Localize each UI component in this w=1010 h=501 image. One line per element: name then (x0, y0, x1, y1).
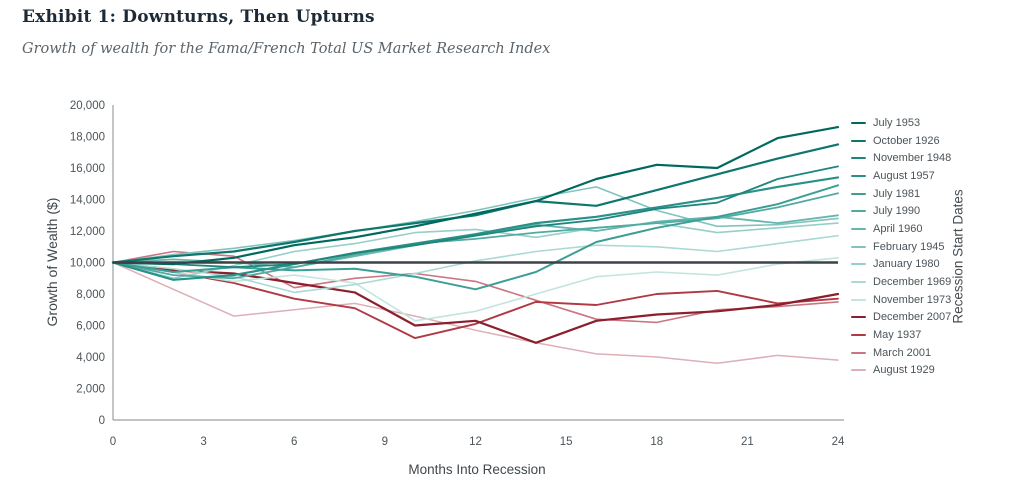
legend: July 1953 October 1926 November 1948 August… (851, 114, 951, 379)
series-line-may-1937 (112, 261, 839, 340)
series-line-august-1929 (112, 261, 839, 365)
legend-item-november-1948: November 1948 (851, 149, 951, 167)
legend-label: July 1953 (873, 116, 921, 129)
legend-label: April 1960 (873, 222, 923, 235)
legend-dash-icon (851, 298, 866, 301)
legend-label: December 1969 (873, 276, 952, 289)
y-tick-label: 4,000 (76, 352, 105, 364)
legend-item-july-1953: July 1953 (851, 114, 951, 132)
legend-dash-icon (851, 351, 866, 354)
y-tick-label: 0 (99, 415, 105, 427)
legend-label: August 1957 (873, 169, 935, 182)
y-tick-label: 16,000 (70, 163, 105, 175)
x-tick-label: 9 (382, 436, 388, 448)
legend-dash-icon (851, 227, 866, 230)
legend-item-december-2007: December 2007 (851, 309, 951, 327)
legend-dash-icon (851, 210, 866, 213)
legend-dash-icon (851, 157, 866, 160)
legend-item-august-1929: August 1929 (851, 362, 951, 380)
series-line-november-1948 (112, 165, 839, 269)
legend-dash-icon (851, 369, 866, 372)
legend-label: January 1980 (873, 258, 940, 271)
legend-dash-icon (851, 192, 866, 195)
x-tick-label: 3 (200, 436, 206, 448)
legend-label: July 1990 (873, 205, 921, 218)
exhibit-title: Exhibit 1: Downturns, Then Upturns (22, 7, 375, 27)
legend-label: November 1948 (873, 152, 952, 165)
legend-label: May 1937 (873, 329, 922, 342)
series-line-december-2007 (111, 261, 840, 344)
legend-dash-icon (851, 263, 866, 266)
x-tick-label: 18 (650, 436, 663, 448)
legend-axis-title: Recession Start Dates (950, 189, 966, 324)
exhibit-subtitle: Growth of wealth for the Fama/French Tot… (22, 41, 551, 57)
legend-dash-icon (851, 139, 866, 142)
x-axis-title: Months Into Recession (408, 462, 546, 477)
y-tick-label: 12,000 (70, 226, 105, 238)
legend-item-february-1945: February 1945 (851, 238, 951, 256)
x-tick-label: 15 (560, 436, 573, 448)
legend-item-november-1973: November 1973 (851, 291, 951, 309)
y-axis-title: Growth of Wealth ($) (44, 197, 60, 327)
legend-item-july-1990: July 1990 (851, 202, 951, 220)
series-line-march-2001 (112, 250, 839, 324)
legend-label: November 1973 (873, 293, 952, 306)
legend-item-march-2001: March 2001 (851, 344, 951, 362)
x-tick-label: 6 (291, 436, 297, 448)
x-tick-label: 21 (741, 436, 754, 448)
y-tick-label: 20,000 (70, 100, 105, 112)
series-line-december-1969 (112, 234, 839, 294)
legend-label: March 2001 (873, 346, 932, 359)
legend-item-january-1980: January 1980 (851, 256, 951, 274)
legend-dash-icon (851, 316, 866, 319)
x-tick-label: 12 (469, 436, 482, 448)
legend-dash-icon (851, 281, 866, 284)
legend-label: December 2007 (873, 311, 952, 324)
series-line-october-1926 (111, 143, 840, 264)
series-line-february-1945 (112, 186, 839, 264)
legend-item-august-1957: August 1957 (851, 167, 951, 185)
legend-label: February 1945 (873, 240, 945, 253)
legend-label: October 1926 (873, 134, 940, 147)
legend-item-october-1926: October 1926 (851, 132, 951, 150)
series-line-july-1953 (111, 125, 840, 266)
legend-item-december-1969: December 1969 (851, 273, 951, 291)
series-line-july-1990 (112, 192, 839, 280)
legend-item-july-1981: July 1981 (851, 185, 951, 203)
y-tick-label: 14,000 (70, 195, 105, 207)
x-tick-label: 0 (110, 436, 116, 448)
legend-dash-icon (851, 121, 866, 124)
legend-label: July 1981 (873, 187, 921, 200)
series-line-august-1957 (111, 176, 840, 281)
y-tick-label: 10,000 (70, 258, 105, 270)
x-tick-label: 24 (832, 436, 845, 448)
series-line-november-1973 (112, 256, 839, 322)
series-line-january-1980 (112, 222, 839, 280)
y-tick-label: 2,000 (76, 384, 105, 396)
legend-dash-icon (851, 334, 866, 337)
legend-item-may-1937: May 1937 (851, 326, 951, 344)
legend-dash-icon (851, 245, 866, 248)
y-tick-label: 18,000 (70, 132, 105, 144)
legend-item-april-1960: April 1960 (851, 220, 951, 238)
legend-label: August 1929 (873, 364, 935, 377)
y-tick-label: 6,000 (76, 321, 105, 333)
legend-dash-icon (851, 174, 866, 177)
y-tick-label: 8,000 (76, 289, 105, 301)
